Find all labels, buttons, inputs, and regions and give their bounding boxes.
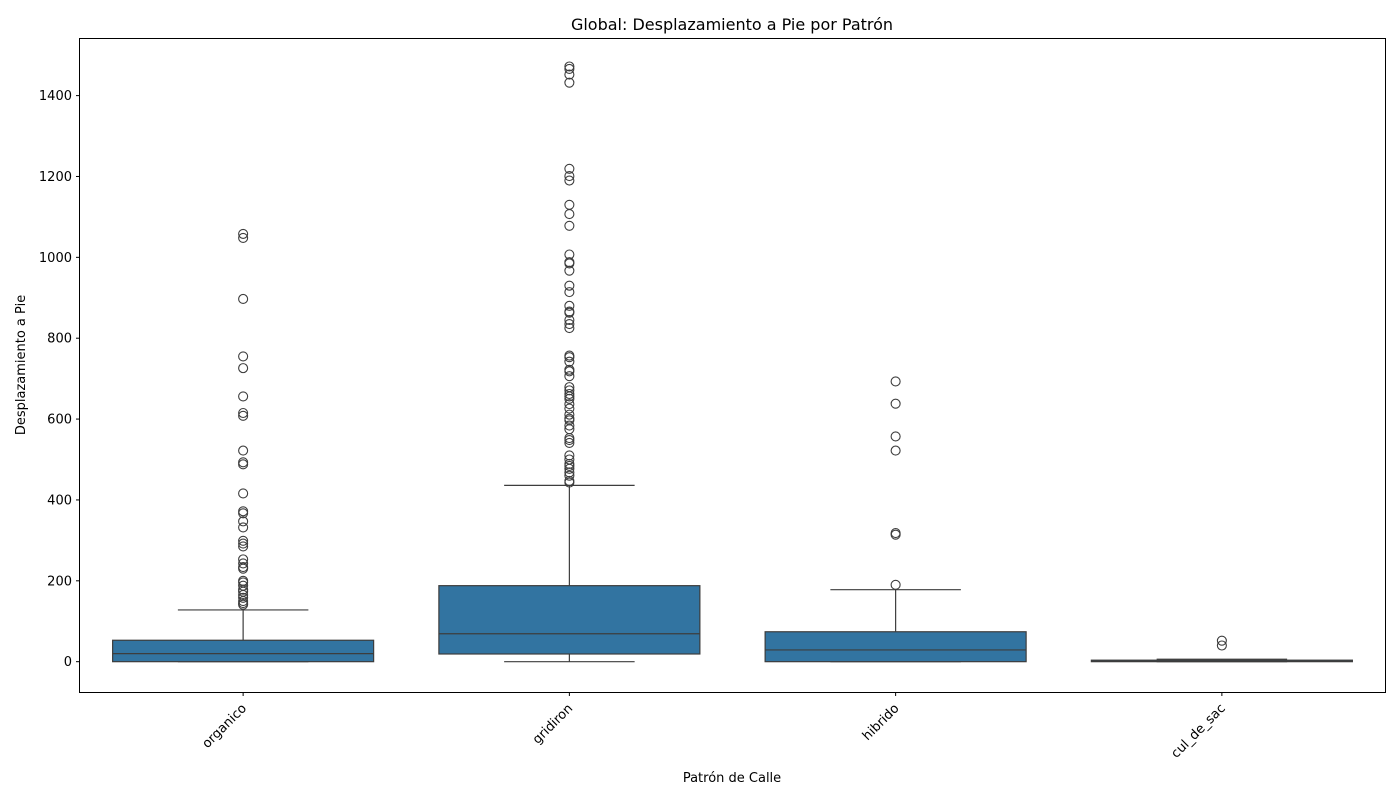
y-tick-label: 400: [47, 493, 72, 508]
outlier-point: [564, 171, 575, 182]
outlier-point: [564, 463, 575, 474]
outlier-point: [890, 398, 901, 409]
outlier-point: [238, 592, 249, 603]
outlier-point: [564, 69, 575, 80]
x-axis: organico gridiron hibrido cul_de_sac: [200, 692, 1229, 761]
outlier-point: [1216, 635, 1227, 646]
outlier-point: [564, 280, 575, 291]
outlier-point: [238, 459, 249, 470]
outlier-point: [564, 388, 575, 400]
x-tick-label-gridiron: gridiron: [530, 701, 576, 747]
outlier-point: [238, 232, 249, 243]
plot-marks: [112, 61, 1353, 663]
outlier-point: [564, 220, 575, 231]
outlier-point: [238, 508, 249, 519]
outlier-point: [890, 445, 901, 456]
x-tick-label-organico: organico: [200, 701, 250, 751]
outlier-point: [238, 228, 249, 239]
outlier-point: [564, 287, 575, 298]
outlier-point: [890, 431, 901, 442]
axes-frame: [79, 38, 1386, 693]
outlier-point: [238, 391, 249, 402]
outlier-point: [564, 403, 575, 414]
outlier-point: [238, 516, 249, 527]
outlier-point: [564, 366, 575, 377]
outlier-point: [564, 258, 575, 269]
outlier-point: [564, 470, 575, 481]
box-iqr: [438, 585, 701, 655]
outlier-point: [564, 265, 575, 276]
outlier-point: [238, 599, 249, 610]
outlier-point: [890, 376, 901, 387]
outlier-point: [238, 457, 249, 468]
outlier-point: [238, 410, 249, 421]
outlier-point: [564, 61, 575, 72]
outlier-point: [564, 175, 575, 186]
y-tick-label: 200: [47, 574, 72, 589]
outlier-point: [564, 477, 575, 488]
outlier-point: [890, 579, 901, 590]
box-group-hibrido: [764, 376, 1027, 663]
outlier-point: [238, 522, 249, 533]
outlier-point: [564, 399, 575, 410]
outlier-point: [564, 460, 575, 472]
y-tick-label: 800: [47, 332, 72, 347]
outlier-point: [564, 435, 575, 446]
outlier-point: [238, 535, 249, 546]
outlier-point: [1216, 640, 1227, 651]
chart-title: Global: Desplazamiento a Pie por Patrón: [571, 15, 893, 34]
outlier-point: [238, 293, 249, 305]
outlier-point: [564, 209, 575, 220]
outlier-point: [564, 314, 575, 326]
outlier-point: [564, 319, 575, 330]
outlier-point: [238, 558, 249, 569]
outlier-point: [564, 300, 575, 311]
y-tick-label: 1400: [39, 89, 72, 104]
outlier-point: [564, 409, 575, 420]
y-axis: 0 200 400 600 800 1000 1200 1400: [39, 89, 80, 670]
outlier-point: [564, 420, 575, 431]
outlier-point: [564, 163, 575, 174]
y-tick-label: 1000: [39, 251, 72, 266]
y-axis-label: Desplazamiento a Pie: [14, 295, 29, 435]
outlier-point: [238, 563, 249, 574]
box-iqr: [112, 639, 375, 663]
outlier-point: [238, 541, 249, 552]
outlier-point: [564, 391, 575, 402]
outlier-point: [890, 529, 901, 540]
outlier-point: [564, 352, 575, 363]
outlier-point: [564, 199, 575, 210]
outlier-point: [564, 307, 575, 318]
outlier-point: [238, 538, 249, 549]
outlier-point: [238, 445, 249, 456]
box-group-organico: [112, 228, 375, 663]
outlier-point: [238, 506, 249, 517]
outlier-point: [238, 589, 249, 601]
y-tick-label: 1200: [39, 170, 72, 185]
x-tick-label-cul_de_sac: cul_de_sac: [1168, 701, 1228, 761]
box-group-cul_de_sac: [1090, 635, 1353, 663]
outlier-point: [564, 393, 575, 404]
box-group-gridiron: [438, 61, 701, 663]
outlier-point: [564, 371, 575, 382]
y-tick-label: 0: [64, 655, 72, 670]
outlier-point: [238, 351, 249, 362]
outlier-point: [238, 363, 249, 374]
outlier-point: [564, 323, 575, 334]
outlier-point: [564, 437, 575, 448]
x-axis-label: Patrón de Calle: [683, 771, 781, 786]
outlier-point: [238, 407, 249, 419]
outlier-point: [564, 63, 575, 74]
y-tick-label: 600: [47, 413, 72, 428]
box-iqr: [764, 631, 1027, 663]
x-tick-label-hibrido: hibrido: [860, 701, 903, 744]
outlier-point: [564, 356, 575, 367]
outlier-point: [564, 77, 575, 88]
outlier-point: [238, 488, 249, 499]
